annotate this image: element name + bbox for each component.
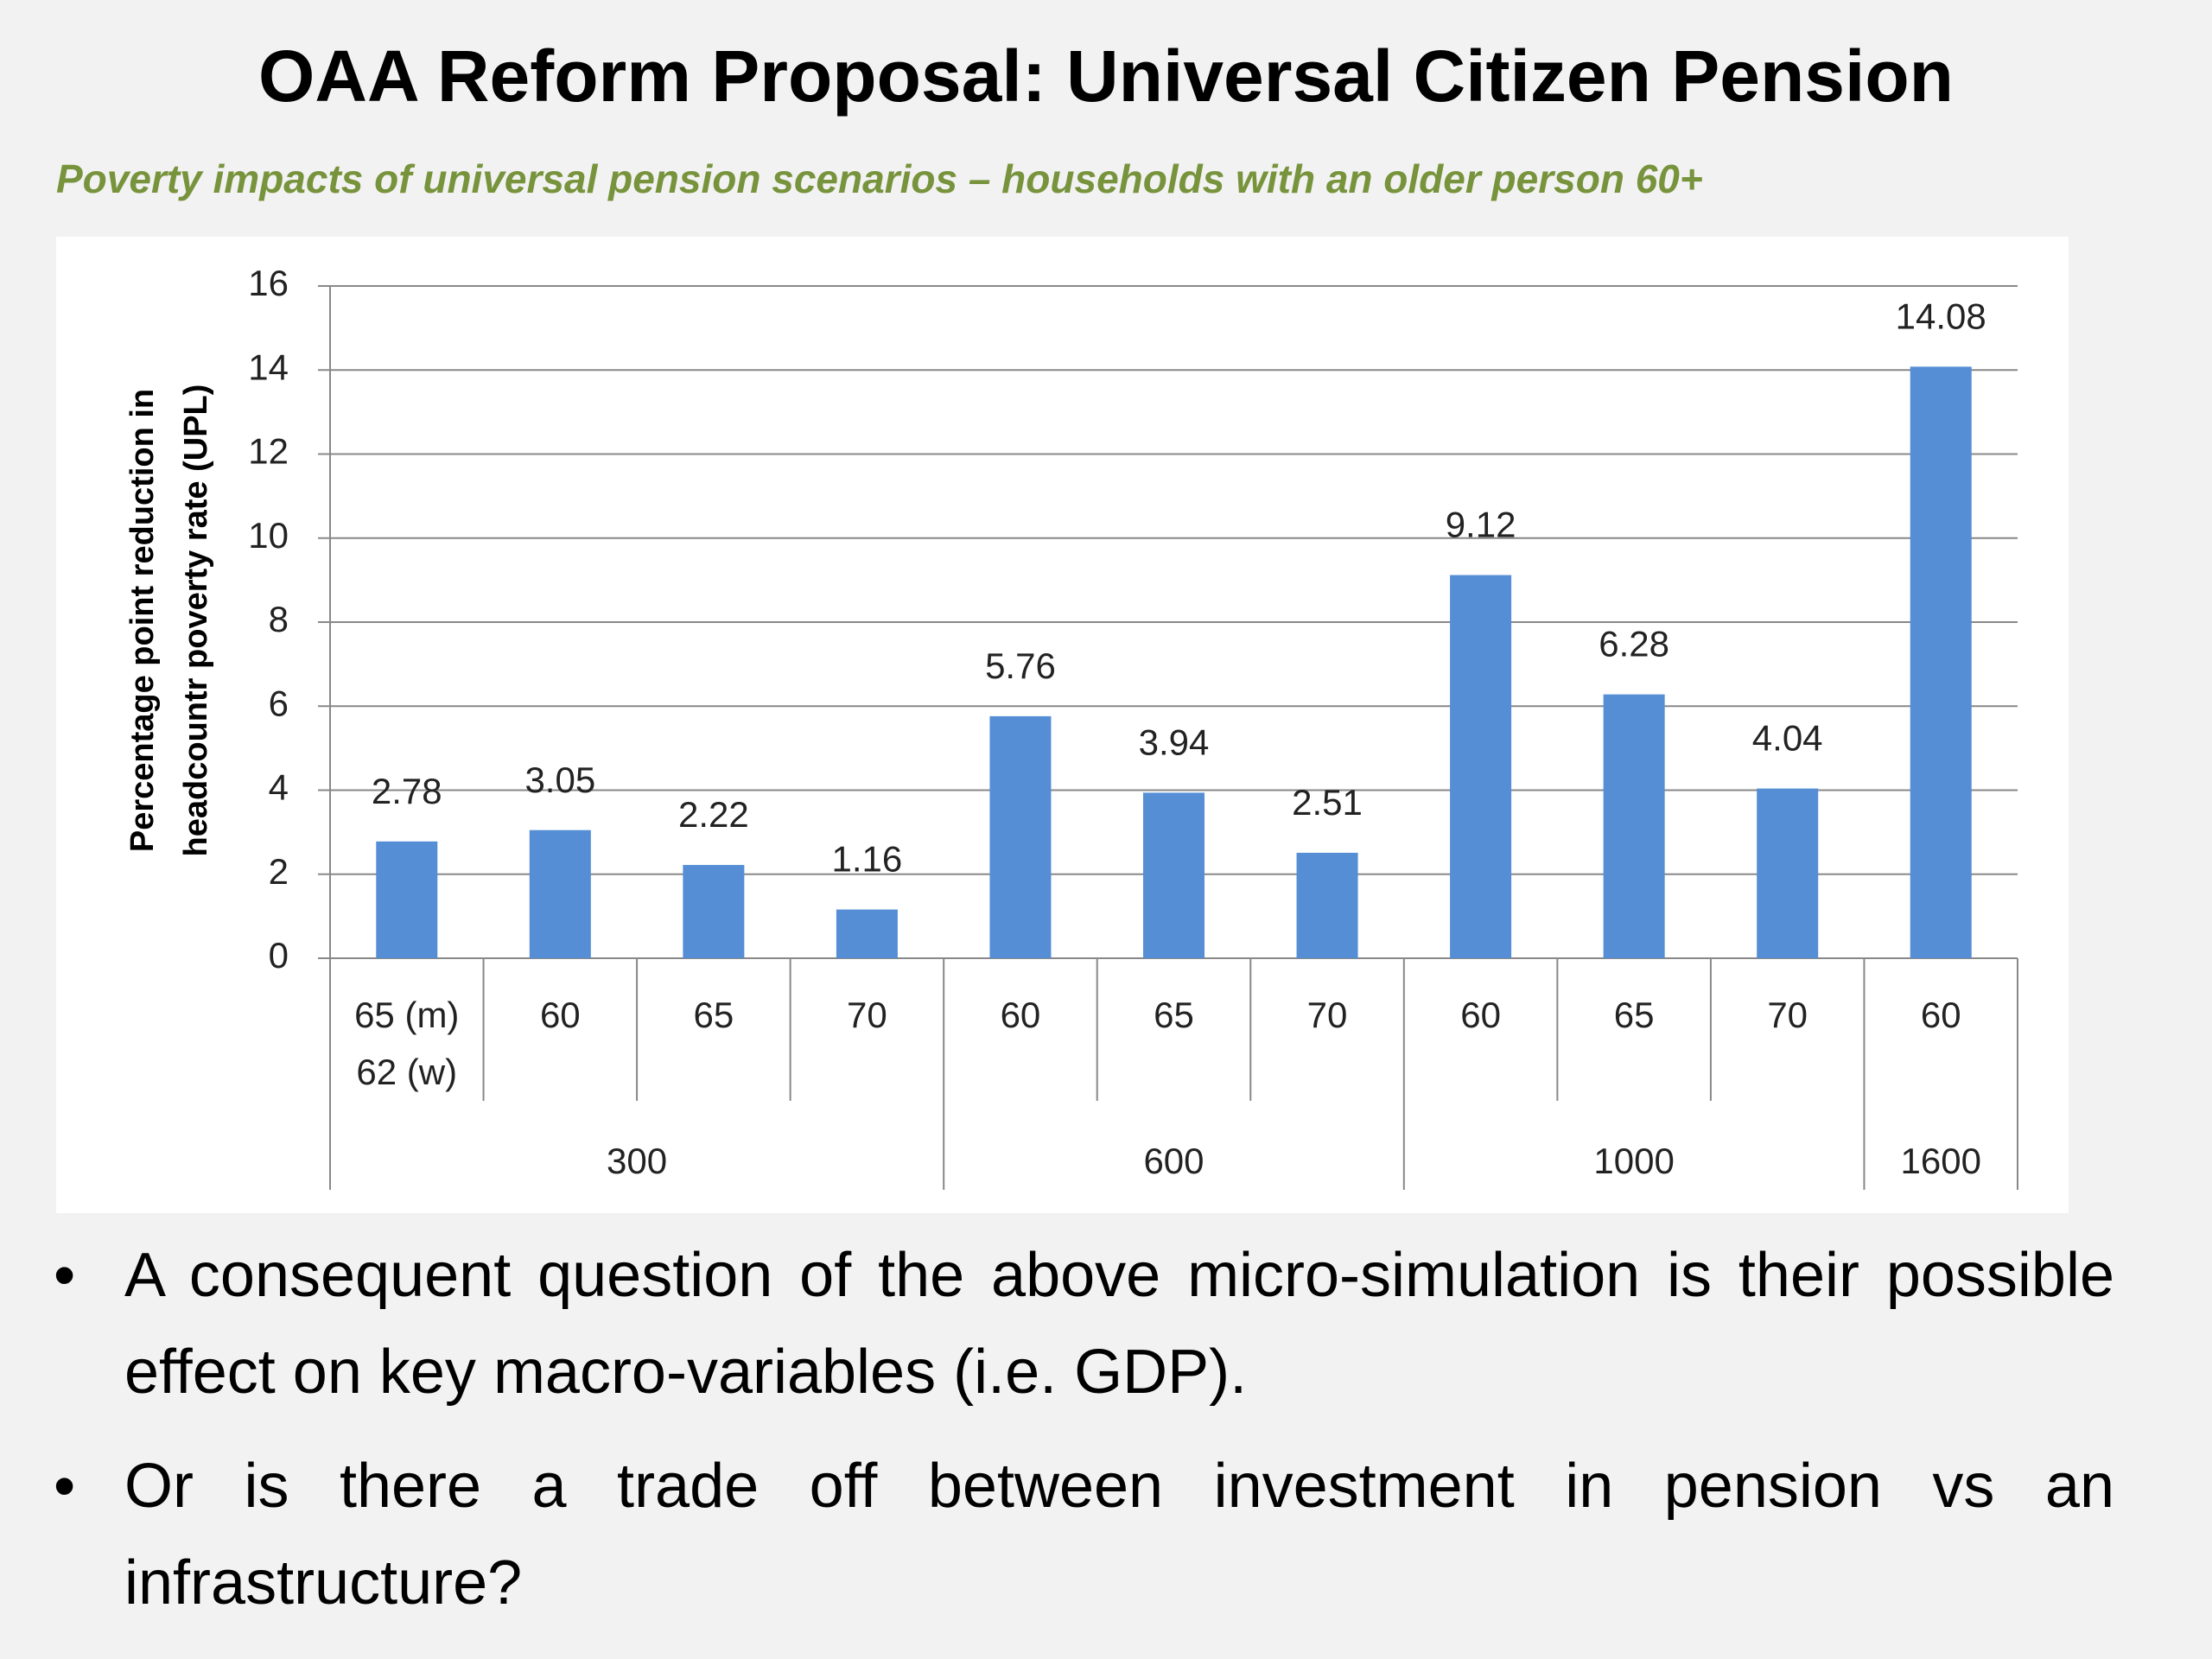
bar [1296, 852, 1358, 958]
y-tick-label: 14 [248, 346, 289, 387]
bar [683, 865, 745, 958]
data-label: 5.76 [985, 645, 1056, 686]
data-label: 2.78 [372, 771, 442, 811]
data-label: 1.16 [832, 839, 903, 880]
bullet-item: Or is there a trade off between investme… [54, 1438, 2114, 1631]
data-label: 3.94 [1139, 722, 1210, 763]
bar [529, 830, 591, 958]
data-label: 3.05 [524, 760, 595, 800]
y-tick-label: 2 [269, 851, 289, 892]
data-label: 6.28 [1599, 624, 1669, 664]
y-tick-label: 10 [248, 515, 289, 556]
y-tick-label: 8 [269, 599, 289, 639]
bar [989, 715, 1052, 958]
y-tick-label: 16 [248, 263, 289, 303]
bar [836, 909, 898, 958]
bullet-list: A consequent question of the above micro… [54, 1227, 2114, 1649]
y-tick-label: 4 [269, 767, 289, 808]
data-label: 9.12 [1446, 505, 1516, 545]
bar [1450, 575, 1512, 958]
y-tick-label: 12 [248, 431, 289, 472]
slide-title: OAA Reform Proposal: Universal Citizen P… [258, 35, 1954, 117]
bar [1142, 792, 1205, 958]
data-label: 2.51 [1292, 782, 1363, 823]
bar [1603, 694, 1665, 958]
bar [1910, 366, 1972, 958]
data-label: 2.22 [678, 794, 749, 835]
bar [376, 841, 438, 958]
data-label: 14.08 [1896, 296, 1986, 336]
bullet-item: A consequent question of the above micro… [54, 1227, 2114, 1421]
y-tick-label: 0 [269, 935, 289, 976]
bar [1757, 788, 1819, 958]
slide-subtitle: Poverty impacts of universal pension sce… [56, 156, 1703, 201]
y-tick-label: 6 [269, 683, 289, 723]
data-label: 4.04 [1752, 718, 1823, 759]
chart-area [56, 237, 2069, 1213]
